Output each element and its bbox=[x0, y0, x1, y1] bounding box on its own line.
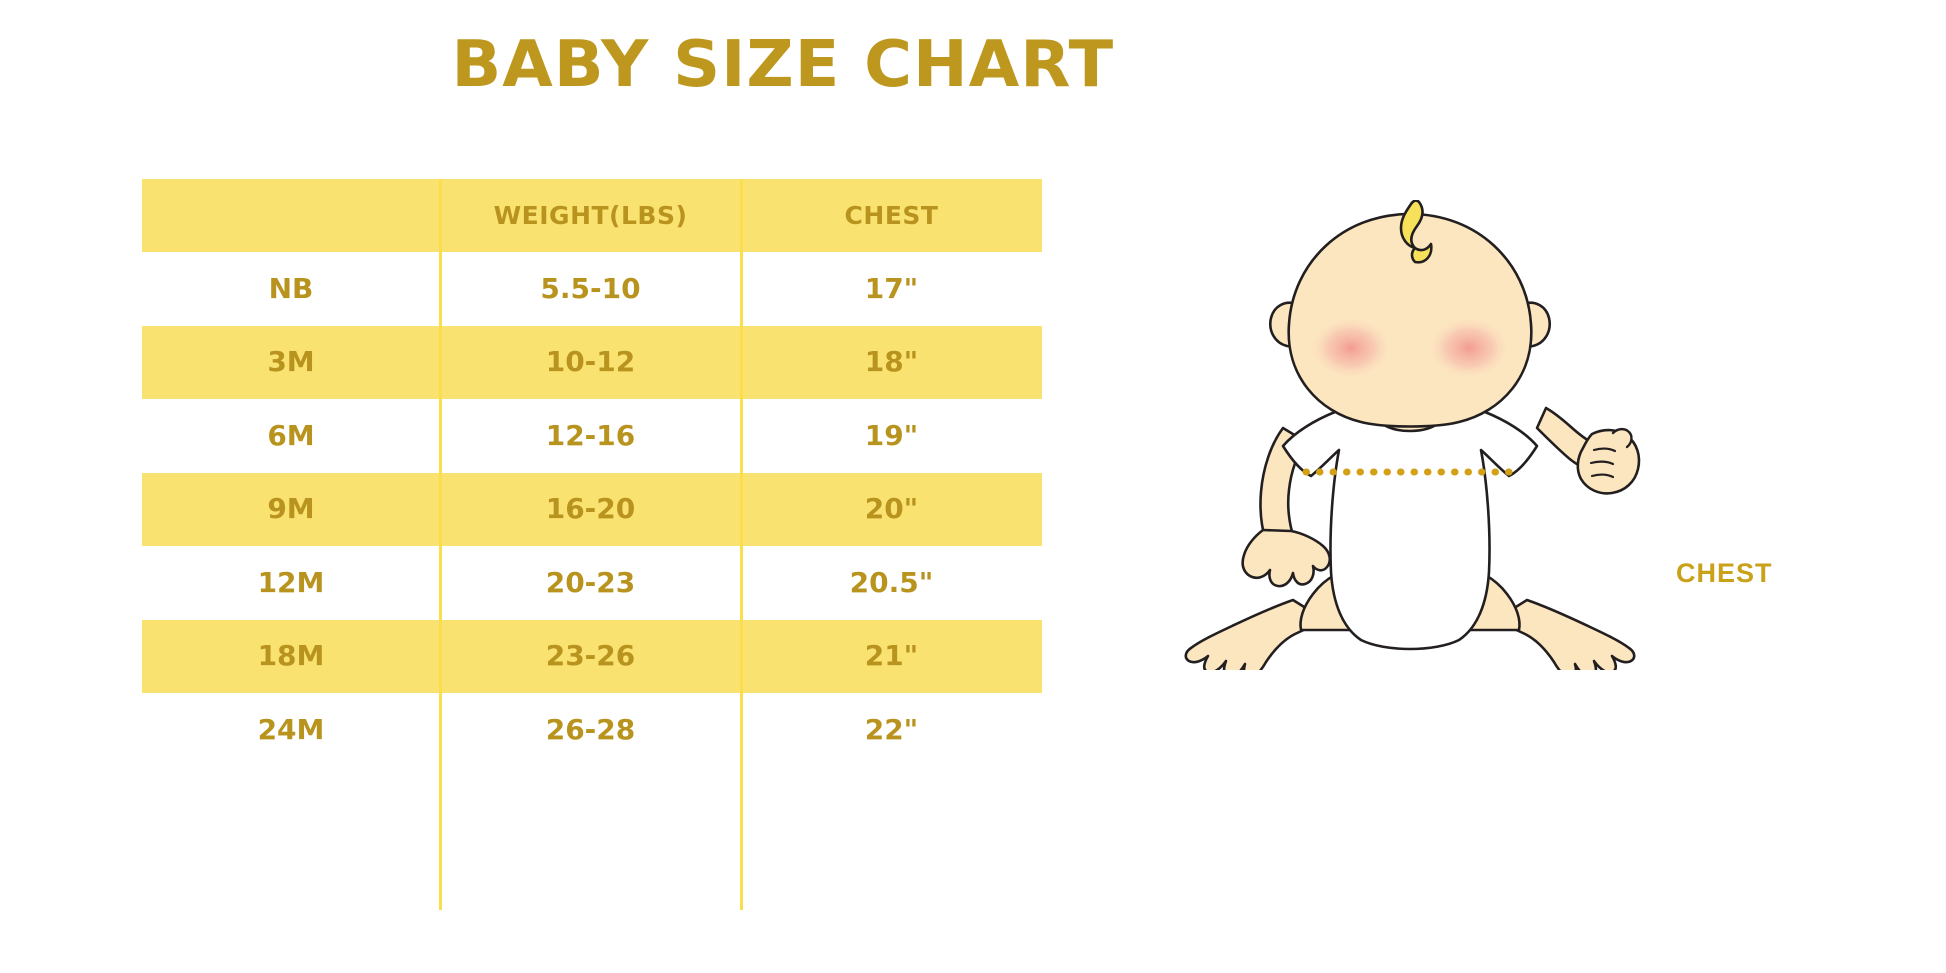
cell-chest: 17" bbox=[864, 271, 919, 305]
cell-size: 12M bbox=[257, 565, 325, 599]
cell-size: NB bbox=[268, 271, 314, 305]
cell-chest: 22" bbox=[864, 712, 919, 746]
baby-size-table: WEIGHT(LBS) CHEST NB 5.5-10 17" 3M 10-12… bbox=[142, 179, 1042, 767]
cell-size: 6M bbox=[267, 418, 315, 452]
cell-size: 24M bbox=[257, 712, 325, 746]
table-row: 6M 12-16 19" bbox=[142, 399, 1042, 473]
table-header-row: WEIGHT(LBS) CHEST bbox=[142, 179, 1042, 252]
cell-chest: 19" bbox=[864, 418, 919, 452]
page-title-text: BABY SIZE CHART bbox=[451, 28, 1115, 102]
table-row: 18M 23-26 21" bbox=[142, 619, 1042, 693]
table-row: 3M 10-12 18" bbox=[142, 325, 1042, 399]
baby-hair-curl bbox=[1399, 199, 1433, 264]
cell-weight: 16-20 bbox=[545, 492, 636, 526]
table-row: NB 5.5-10 17" bbox=[142, 252, 1042, 326]
chest-measure-label: CHEST bbox=[1676, 558, 1773, 588]
cell-weight: 5.5-10 bbox=[540, 271, 641, 305]
baby-right-arm bbox=[1535, 406, 1641, 495]
baby-sitting-illustration bbox=[1175, 199, 1645, 679]
cell-weight: 20-23 bbox=[545, 565, 636, 599]
cell-weight: 26-28 bbox=[545, 712, 636, 746]
cell-weight: 10-12 bbox=[545, 345, 636, 379]
table-row: 24M 26-28 22" bbox=[142, 693, 1042, 767]
baby-onesie bbox=[1281, 398, 1539, 651]
cell-size: 18M bbox=[257, 639, 325, 673]
table-row: 12M 20-23 20.5" bbox=[142, 546, 1042, 620]
cell-chest: 18" bbox=[864, 345, 919, 379]
table-row: 9M 16-20 20" bbox=[142, 472, 1042, 546]
cell-size: 9M bbox=[267, 492, 315, 526]
header-cell-chest: CHEST bbox=[844, 201, 939, 230]
baby-left-blush bbox=[1309, 316, 1393, 380]
cell-chest: 20" bbox=[864, 492, 919, 526]
header-cell-weight: WEIGHT(LBS) bbox=[493, 201, 688, 230]
cell-weight: 12-16 bbox=[545, 418, 636, 452]
cell-weight: 23-26 bbox=[545, 639, 636, 673]
cell-chest: 20.5" bbox=[849, 565, 934, 599]
cell-chest: 21" bbox=[864, 639, 919, 673]
cell-size: 3M bbox=[267, 345, 315, 379]
page-title: BABY SIZE CHART bbox=[0, 28, 1946, 102]
baby-right-blush bbox=[1427, 316, 1511, 380]
